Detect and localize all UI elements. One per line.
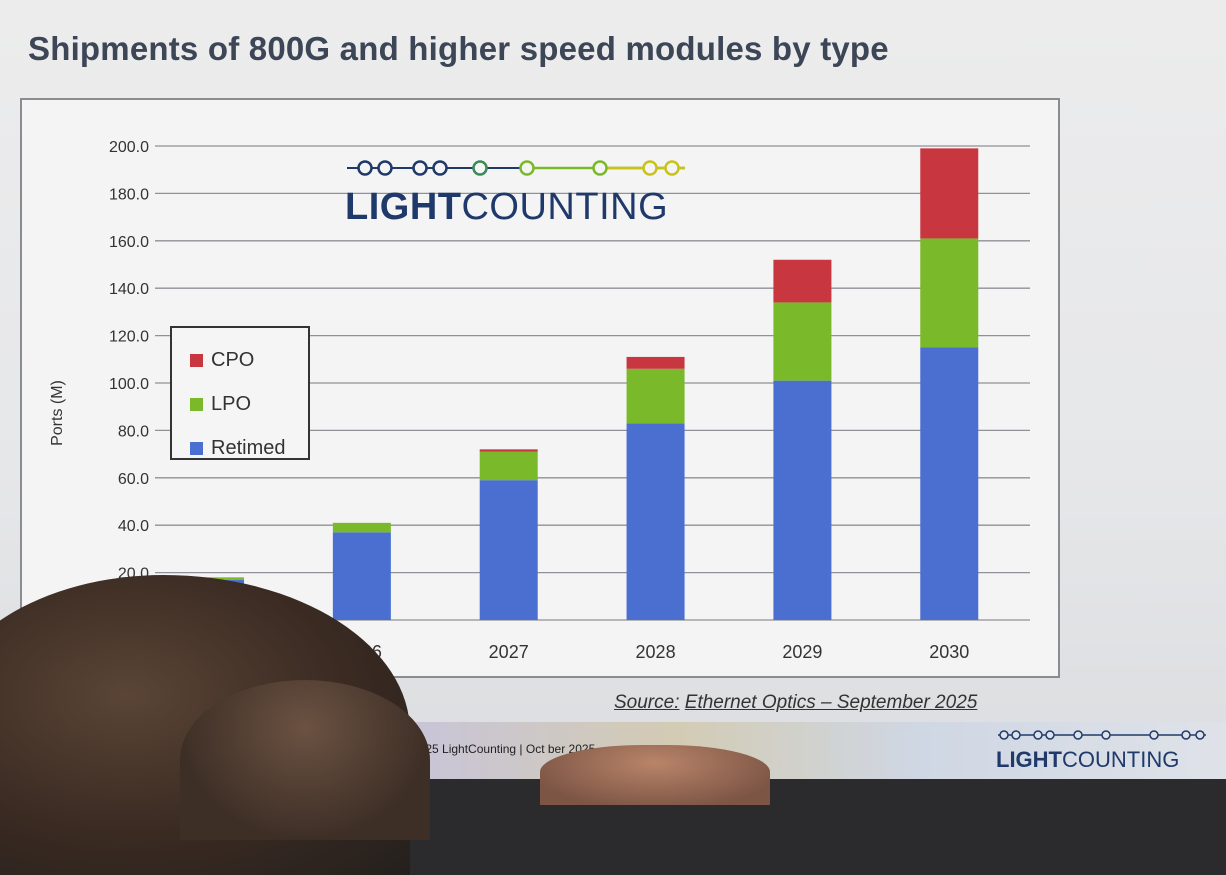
x-tick-label: 2030	[929, 642, 969, 662]
legend-item-cpo: CPO	[190, 338, 308, 382]
legend-item-lpo: LPO	[190, 382, 308, 426]
slide-title: Shipments of 800G and higher speed modul…	[28, 30, 889, 67]
y-tick-label: 120.0	[109, 329, 149, 346]
chart-legend: CPO LPO Retimed	[170, 326, 310, 460]
y-tick-label: 40.0	[118, 518, 149, 535]
bar-cpo-2028	[626, 356, 685, 369]
y-tick-label: 100.0	[109, 376, 149, 393]
bar-retimed-2030	[920, 347, 979, 620]
source-note: Source: Ethernet Optics – September 2025	[614, 692, 977, 714]
bar-retimed-2028	[626, 423, 685, 620]
x-tick-label: 2029	[782, 642, 822, 662]
bar-retimed-2029	[773, 380, 832, 620]
y-tick-label: 180.0	[109, 186, 149, 203]
footer-copyright: 2025 LightCounting | Oct ber 2025	[412, 742, 596, 756]
bar-lpo-2030	[920, 238, 979, 348]
bar-cpo-2029	[773, 259, 832, 303]
bar-lpo-2028	[626, 368, 685, 424]
legend-label: CPO	[211, 348, 255, 371]
footer-lightcounting-logo: LIGHTCOUNTING	[996, 728, 1216, 773]
bar-retimed-2027	[479, 480, 538, 620]
bar-lpo-2029	[773, 302, 832, 381]
source-label: Source:	[614, 692, 680, 713]
logo-dots-icon	[347, 160, 685, 176]
legend-item-retimed: Retimed	[190, 426, 308, 470]
legend-swatch	[190, 441, 203, 455]
footer-logo-wordmark: LIGHTCOUNTING	[996, 747, 1180, 772]
y-tick-label: 60.0	[118, 471, 149, 488]
legend-swatch	[190, 353, 203, 367]
legend-label: Retimed	[211, 436, 286, 459]
footer-logo-dots-icon	[998, 730, 1206, 740]
lightcounting-logo: LIGHTCOUNTING	[345, 155, 695, 229]
bar-lpo-2026	[332, 522, 391, 533]
audience-hand-silhouette	[540, 745, 770, 805]
x-tick-label: 2027	[489, 642, 529, 662]
y-tick-label: 160.0	[109, 234, 149, 251]
y-tick-label: 200.0	[109, 139, 149, 156]
logo-wordmark: LIGHTCOUNTING	[345, 186, 669, 228]
y-tick-label: 80.0	[118, 423, 149, 440]
bar-cpo-2027	[479, 449, 538, 452]
legend-swatch	[190, 397, 203, 411]
audience-head-silhouette-2	[180, 680, 430, 840]
y-tick-label: 140.0	[109, 281, 149, 298]
bar-retimed-2026	[332, 532, 391, 620]
x-tick-label: 2028	[636, 642, 676, 662]
source-link: Ethernet Optics – September 2025	[684, 692, 978, 713]
y-axis-label: Ports (M)	[49, 380, 66, 446]
bar-lpo-2027	[479, 451, 538, 481]
legend-label: LPO	[211, 392, 252, 415]
bar-cpo-2030	[920, 148, 979, 239]
